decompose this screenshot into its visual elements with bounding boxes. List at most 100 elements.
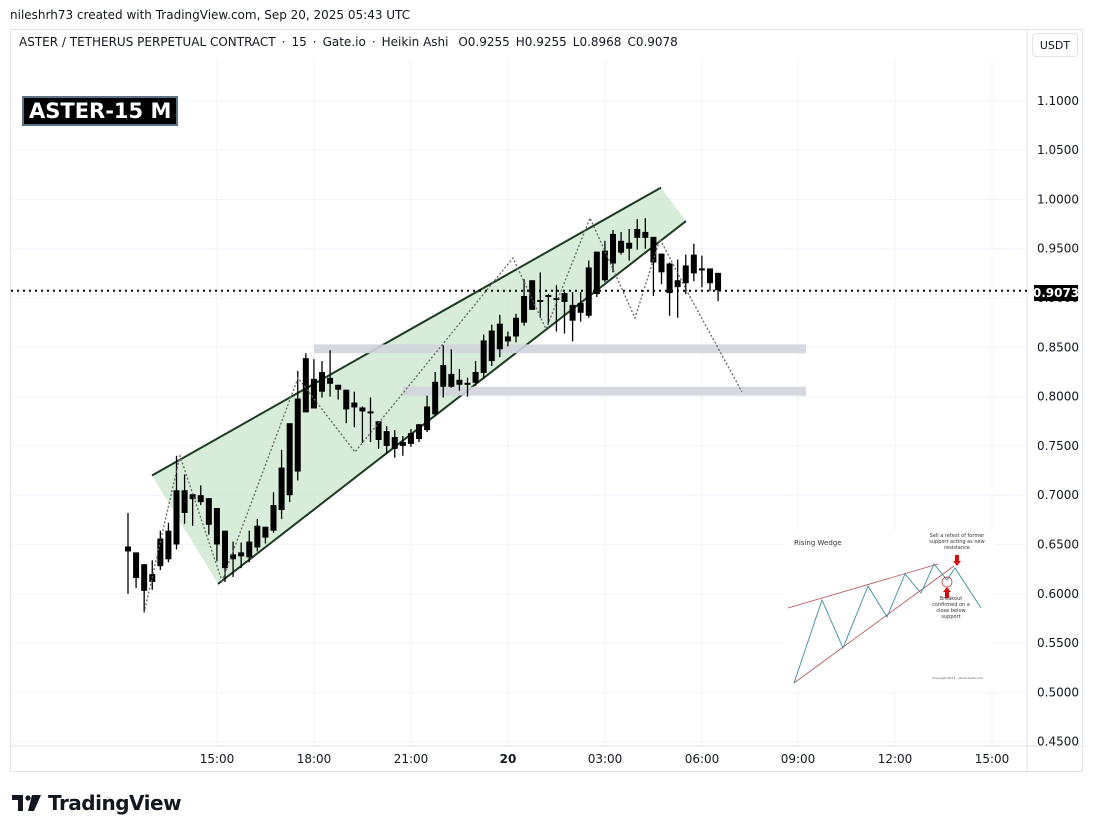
tradingview-logo[interactable]: TradingView (12, 791, 182, 815)
candle-body[interactable] (391, 437, 398, 449)
candle-body[interactable] (456, 379, 463, 385)
candle-body[interactable] (230, 554, 237, 560)
candle-body[interactable] (610, 233, 616, 264)
candle-body[interactable] (286, 423, 293, 496)
candle-body[interactable] (270, 505, 277, 531)
candle-body[interactable] (335, 384, 342, 390)
candle-body[interactable] (133, 552, 140, 579)
candle-body[interactable] (302, 358, 309, 413)
wedge-lower-trendline[interactable] (217, 220, 687, 585)
y-axis-tick-label: 1.1000 (1037, 94, 1079, 108)
candle-body[interactable] (682, 265, 689, 284)
candle-body[interactable] (189, 494, 196, 500)
candle-body[interactable] (472, 371, 479, 383)
candle-body[interactable] (294, 398, 301, 472)
y-axis-tick-label: 0.7500 (1037, 439, 1079, 453)
candle-body[interactable] (432, 381, 439, 415)
legend-close: C0.9078 (627, 35, 678, 49)
wedge-upper-trendline[interactable] (151, 186, 662, 477)
wave-projection-path (143, 216, 743, 614)
candle-body[interactable] (690, 254, 697, 274)
candle-body[interactable] (254, 525, 261, 548)
y-axis-tick-label: 0.8000 (1037, 390, 1079, 404)
candle-body[interactable] (375, 421, 382, 440)
candle-body[interactable] (359, 407, 366, 412)
candle-body[interactable] (529, 280, 536, 310)
candle-body[interactable] (626, 242, 633, 249)
candle-body[interactable] (658, 253, 665, 273)
candle-body[interactable] (561, 293, 568, 302)
candle-body[interactable] (480, 340, 487, 373)
candle-body[interactable] (197, 495, 204, 503)
candle-body[interactable] (238, 552, 245, 557)
legend-interval[interactable]: 15 (291, 35, 307, 49)
candle-body[interactable] (383, 431, 390, 446)
candle-body[interactable] (319, 371, 325, 392)
candle-body[interactable] (634, 228, 641, 238)
x-axis-tick-label: 15:00 (975, 752, 1010, 766)
candle-body[interactable] (513, 317, 519, 337)
candle-body[interactable] (666, 263, 673, 294)
candle-body[interactable] (618, 240, 625, 253)
candle-body[interactable] (569, 304, 576, 321)
candle-body[interactable] (496, 323, 503, 350)
currency-button[interactable]: USDT (1032, 33, 1078, 57)
x-axis-tick-label: 15:00 (200, 752, 235, 766)
inset-note-breakout: Breakout confirmed on a close below supp… (932, 596, 970, 620)
y-axis-tick-label: 0.6000 (1037, 587, 1079, 601)
x-axis-tick-label: 12:00 (878, 752, 913, 766)
candle-body[interactable] (504, 336, 511, 342)
candle-body[interactable] (601, 250, 608, 281)
candle-body[interactable] (213, 508, 220, 545)
candle-body[interactable] (278, 467, 285, 510)
candle-body[interactable] (674, 280, 681, 288)
candle-body[interactable] (642, 231, 649, 238)
candle-body[interactable] (351, 402, 358, 408)
y-axis-tick-label: 0.8500 (1037, 340, 1079, 354)
candle-body[interactable] (464, 382, 471, 385)
candle-body[interactable] (181, 490, 188, 513)
candle-body[interactable] (407, 433, 414, 444)
candle-body[interactable] (545, 295, 552, 298)
x-axis-tick-label: 18:00 (297, 752, 332, 766)
candle-body[interactable] (707, 268, 713, 284)
candle-body[interactable] (577, 302, 584, 313)
candle-body[interactable] (424, 406, 431, 431)
chart-label-box: ASTER-15 M (22, 96, 179, 126)
candle-body[interactable] (246, 541, 253, 558)
candle-body[interactable] (399, 441, 406, 446)
y-axis-tick-label: 0.9500 (1037, 242, 1079, 256)
support-zone[interactable] (314, 344, 806, 354)
candle-body[interactable] (715, 272, 722, 291)
inset-copyright: Copyright 2013 - stockcharts.com (932, 676, 983, 680)
candle-body[interactable] (157, 538, 164, 567)
x-axis-tick-label: 06:00 (685, 752, 720, 766)
candle-body[interactable] (310, 378, 317, 409)
legend-symbol[interactable]: ASTER / TETHERUS PERPETUAL CONTRACT (19, 35, 276, 49)
candle-body[interactable] (650, 236, 657, 263)
chart-credit: nileshrh73 created with TradingView.com,… (10, 8, 411, 22)
candle-body[interactable] (262, 526, 269, 538)
candle-body[interactable] (448, 373, 455, 387)
candle-body[interactable] (440, 365, 447, 387)
candle-body[interactable] (125, 546, 131, 552)
candle-body[interactable] (698, 268, 705, 271)
candle-body[interactable] (521, 296, 528, 323)
candle-body[interactable] (327, 377, 334, 384)
support-zone[interactable] (402, 386, 806, 396)
candle-body[interactable] (205, 498, 212, 525)
candle-body[interactable] (593, 251, 600, 295)
candle-body[interactable] (173, 490, 180, 545)
candle-body[interactable] (416, 424, 422, 439)
candle-body[interactable] (537, 299, 544, 302)
candle-body[interactable] (553, 298, 560, 300)
candle-body[interactable] (222, 530, 228, 569)
candle-body[interactable] (343, 389, 350, 410)
candle-body[interactable] (367, 411, 374, 414)
candle-body[interactable] (165, 530, 172, 560)
legend-low: L0.8968 (572, 35, 622, 49)
candle-body[interactable] (141, 564, 148, 591)
candle-body[interactable] (488, 330, 495, 362)
candle-body[interactable] (149, 574, 156, 582)
